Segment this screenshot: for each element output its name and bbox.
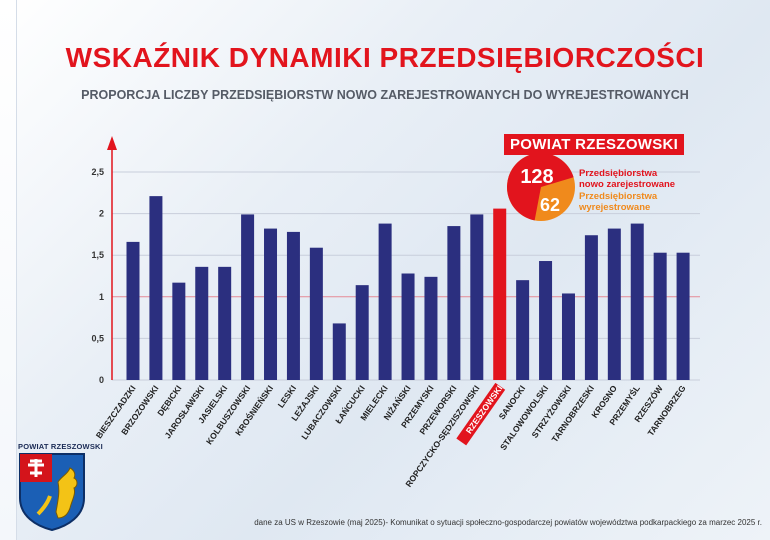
- pie-value-removed: 62: [540, 195, 560, 215]
- y-tick-label: 1: [99, 292, 104, 302]
- legend-removed-line2: wyrejestrowane: [579, 202, 651, 213]
- chart-title: WSKAŹNIK DYNAMIKI PRZEDSIĘBIORCZOŚCI: [65, 42, 705, 73]
- bar-brzozowski: [149, 196, 163, 380]
- bar-leski: [286, 231, 300, 380]
- legend-new-line2: nowo zarejestrowane: [579, 179, 676, 190]
- y-axis-arrow-icon: [107, 136, 117, 150]
- bar-krośnieński: [264, 228, 278, 380]
- pie-value-new: 128: [520, 166, 553, 188]
- legend-deregistered: Przedsiębiorstwa wyrejestrowane: [579, 191, 689, 213]
- bar-tarnobrzeg: [676, 252, 690, 380]
- bar-tarnobrzeski: [584, 235, 598, 380]
- bar-mielecki: [378, 223, 392, 380]
- y-tick-label: 2: [99, 209, 104, 219]
- bar-jarosławski: [195, 266, 209, 380]
- x-tick-label: LESKI: [276, 383, 299, 409]
- left-strip: [0, 0, 17, 540]
- bar-lubaczowski: [332, 323, 346, 380]
- y-tick-label: 0,5: [91, 333, 104, 343]
- chart-subtitle: PROPORCJA LICZBY PRZEDSIĘBIORSTW NOWO ZA…: [81, 88, 689, 102]
- bar-krosno: [607, 228, 621, 380]
- footer-source: dane za US w Rzeszowie (maj 2025)- Komun…: [254, 518, 762, 527]
- bar-przemyski: [424, 276, 438, 380]
- pie-slice-new: [506, 153, 574, 221]
- bar-rzeszowski: [493, 208, 507, 380]
- bar-jasielski: [218, 266, 232, 380]
- bar-łańcucki: [355, 285, 369, 380]
- bar-przeworski: [447, 226, 461, 380]
- bar-sanocki: [516, 280, 530, 380]
- coat-of-arms-icon: [19, 453, 85, 532]
- x-tick-label: BIESZCZADZKI: [94, 383, 138, 440]
- bar-strzyżowski: [561, 293, 575, 380]
- legend-new-registered: Przedsiębiorstwa nowo zarejestrowane: [579, 168, 689, 190]
- bar-rzeszów: [653, 252, 667, 380]
- bar-ropczycko-sędziszowski: [470, 214, 484, 380]
- bar-kolbuszowski: [241, 214, 255, 380]
- bar-leżajski: [309, 247, 323, 380]
- highlight-label-box: [456, 382, 506, 446]
- bar-stalowowolski: [539, 261, 553, 380]
- bar-przemyśl: [630, 223, 644, 380]
- legend-new-line1: Przedsiębiorstwa: [579, 168, 658, 179]
- y-tick-label: 2,5: [91, 167, 104, 177]
- powiat-badge: POWIAT RZESZOWSKI: [504, 134, 685, 155]
- bar-bieszczadzki: [126, 241, 140, 380]
- crest-label: POWIAT RZESZOWSKI: [18, 442, 103, 451]
- y-tick-label: 1,5: [91, 250, 104, 260]
- legend-removed-line1: Przedsiębiorstwa: [579, 191, 658, 202]
- bar-dębicki: [172, 282, 186, 380]
- bar-niżański: [401, 273, 415, 380]
- y-tick-label: 0: [99, 375, 104, 385]
